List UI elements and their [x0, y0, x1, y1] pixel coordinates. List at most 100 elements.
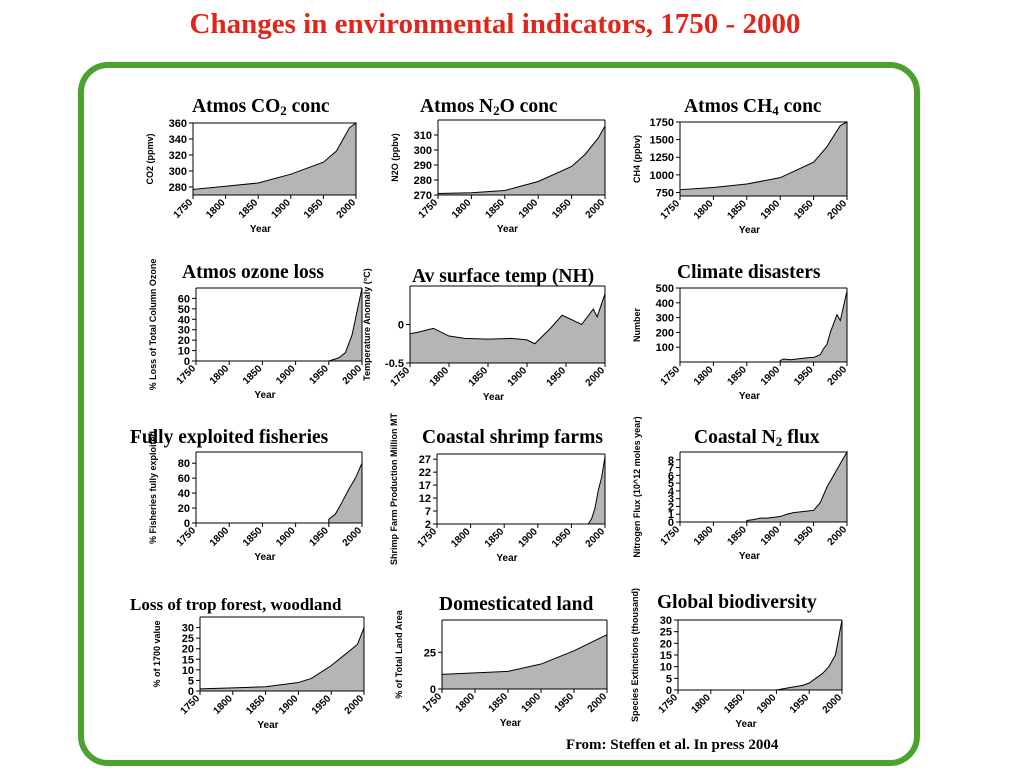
y-tick-label: 3: [668, 494, 674, 506]
title-text: Atmos CH: [684, 96, 773, 117]
title-subscript: 2: [775, 434, 783, 449]
title-text: Fully exploited fisheries: [130, 427, 329, 448]
x-tick-label: 2000: [826, 198, 850, 222]
y-tick-label: 300: [169, 166, 187, 178]
series-area: [776, 619, 843, 691]
chart-title-co2: Atmos CO2 conc: [192, 96, 330, 122]
y-tick-label: 360: [169, 118, 187, 130]
x-axis-label: Year: [500, 718, 521, 729]
y-axis-label: Number: [632, 308, 642, 343]
x-tick-label: 2000: [586, 691, 610, 715]
series-area: [779, 290, 848, 363]
y-tick-label: 290: [414, 160, 432, 172]
series-area: [196, 287, 363, 362]
y-tick-label: 5: [188, 675, 194, 687]
x-tick-label: 1950: [792, 524, 816, 548]
y-axis-label: % of Total Land Area: [394, 609, 404, 699]
y-tick-label: 25: [660, 627, 672, 639]
x-tick-label: 1850: [483, 526, 507, 550]
x-tick-label: 1850: [722, 692, 746, 716]
title-text: Global biodiversity: [657, 592, 817, 613]
title-text: Av surface temp (NH): [412, 266, 595, 287]
chart-co2: 280 300 320 340 360 1750 1800 1850 1900 1950 2000 Y…: [145, 118, 358, 235]
series-area: [679, 121, 848, 197]
title-subscript: 2: [280, 103, 287, 118]
x-tick-label: 1950: [545, 365, 569, 389]
x-tick-label: 1850: [244, 693, 268, 717]
x-tick-label: 1800: [204, 197, 228, 221]
y-tick-label: 50: [178, 304, 190, 316]
y-tick-label: 310: [414, 130, 432, 142]
x-tick-label: 1850: [467, 365, 491, 389]
y-tick-label: 280: [169, 182, 187, 194]
x-tick-label: 1900: [759, 364, 783, 388]
x-tick-label: 1900: [516, 526, 540, 550]
y-tick-label: 40: [178, 488, 190, 500]
x-tick-label: 1950: [550, 197, 574, 221]
y-tick-label: 30: [182, 623, 194, 635]
chart-title-shrimp: Coastal shrimp farms: [422, 427, 603, 449]
y-tick-label: 30: [660, 615, 672, 627]
y-tick-label: 8: [668, 455, 674, 467]
y-tick-label: 270: [414, 190, 432, 202]
y-tick-label: 200: [656, 327, 674, 339]
y-axis-label: % Loss of Total Column Ozone: [148, 259, 158, 391]
x-tick-label: 1800: [692, 198, 716, 222]
x-tick-label: 1750: [659, 364, 683, 388]
x-tick-label: 1800: [692, 524, 716, 548]
y-tick-label: 300: [656, 313, 674, 325]
y-tick-label: 20: [660, 638, 672, 650]
chart-title-biodiv: Global biodiversity: [657, 592, 817, 614]
y-tick-label: 10: [182, 665, 194, 677]
y-tick-label: 15: [660, 650, 672, 662]
y-tick-label: 0: [398, 320, 404, 332]
title-suffix: O conc: [499, 96, 558, 117]
chart-title-domland: Domesticated land: [439, 594, 593, 616]
x-tick-label: 1800: [428, 365, 452, 389]
y-tick-label: 100: [656, 342, 674, 354]
x-tick-label: 1900: [517, 197, 541, 221]
series-area: [199, 627, 365, 692]
y-tick-label: 340: [169, 134, 187, 146]
y-tick-label: 1: [668, 509, 674, 521]
chart-fisheries: 0 20 40 60 80 1750 1800 1850 1900 1950 2000 Year % F…: [148, 431, 364, 563]
x-tick-label: 1950: [792, 198, 816, 222]
x-tick-label: 1800: [211, 693, 235, 717]
x-tick-label: 1750: [175, 525, 199, 549]
y-tick-label: 80: [178, 458, 190, 470]
x-axis-label: Year: [483, 392, 504, 403]
y-tick-label: 10: [178, 346, 190, 358]
title-text: Atmos ozone loss: [182, 262, 324, 283]
x-tick-label: 1850: [725, 198, 749, 222]
title-text: Coastal N: [694, 427, 776, 448]
x-axis-label: Year: [496, 553, 517, 564]
x-axis-label: Year: [739, 225, 760, 236]
x-tick-label: 1800: [208, 363, 232, 387]
x-tick-label: 1950: [788, 692, 812, 716]
x-tick-label: 1800: [450, 197, 474, 221]
y-tick-label: 30: [178, 325, 190, 337]
y-axis-label: % of 1700 value: [152, 620, 162, 687]
y-tick-label: -0.5: [385, 358, 404, 370]
title-suffix: conc: [286, 96, 330, 117]
x-tick-label: 1950: [302, 197, 326, 221]
y-tick-label: 25: [424, 647, 436, 659]
y-axis-label: N2O (ppbv): [390, 133, 400, 182]
x-axis-label: Year: [254, 552, 275, 563]
x-tick-label: 1750: [179, 693, 203, 717]
y-tick-label: 400: [656, 298, 674, 310]
y-tick-label: 0: [666, 685, 672, 697]
y-axis-label: Temperature Anomaly (°C): [362, 268, 372, 381]
y-axis-label: Shrimp Farm Production Million MT: [389, 412, 399, 565]
y-tick-label: 320: [169, 150, 187, 162]
x-tick-label: 1850: [241, 525, 265, 549]
x-tick-label: 1950: [792, 364, 816, 388]
x-axis-label: Year: [250, 224, 271, 235]
title-text: Atmos CO: [192, 96, 281, 117]
x-tick-label: 2000: [584, 526, 608, 550]
series-area: [328, 463, 363, 524]
x-tick-label: 1950: [553, 691, 577, 715]
